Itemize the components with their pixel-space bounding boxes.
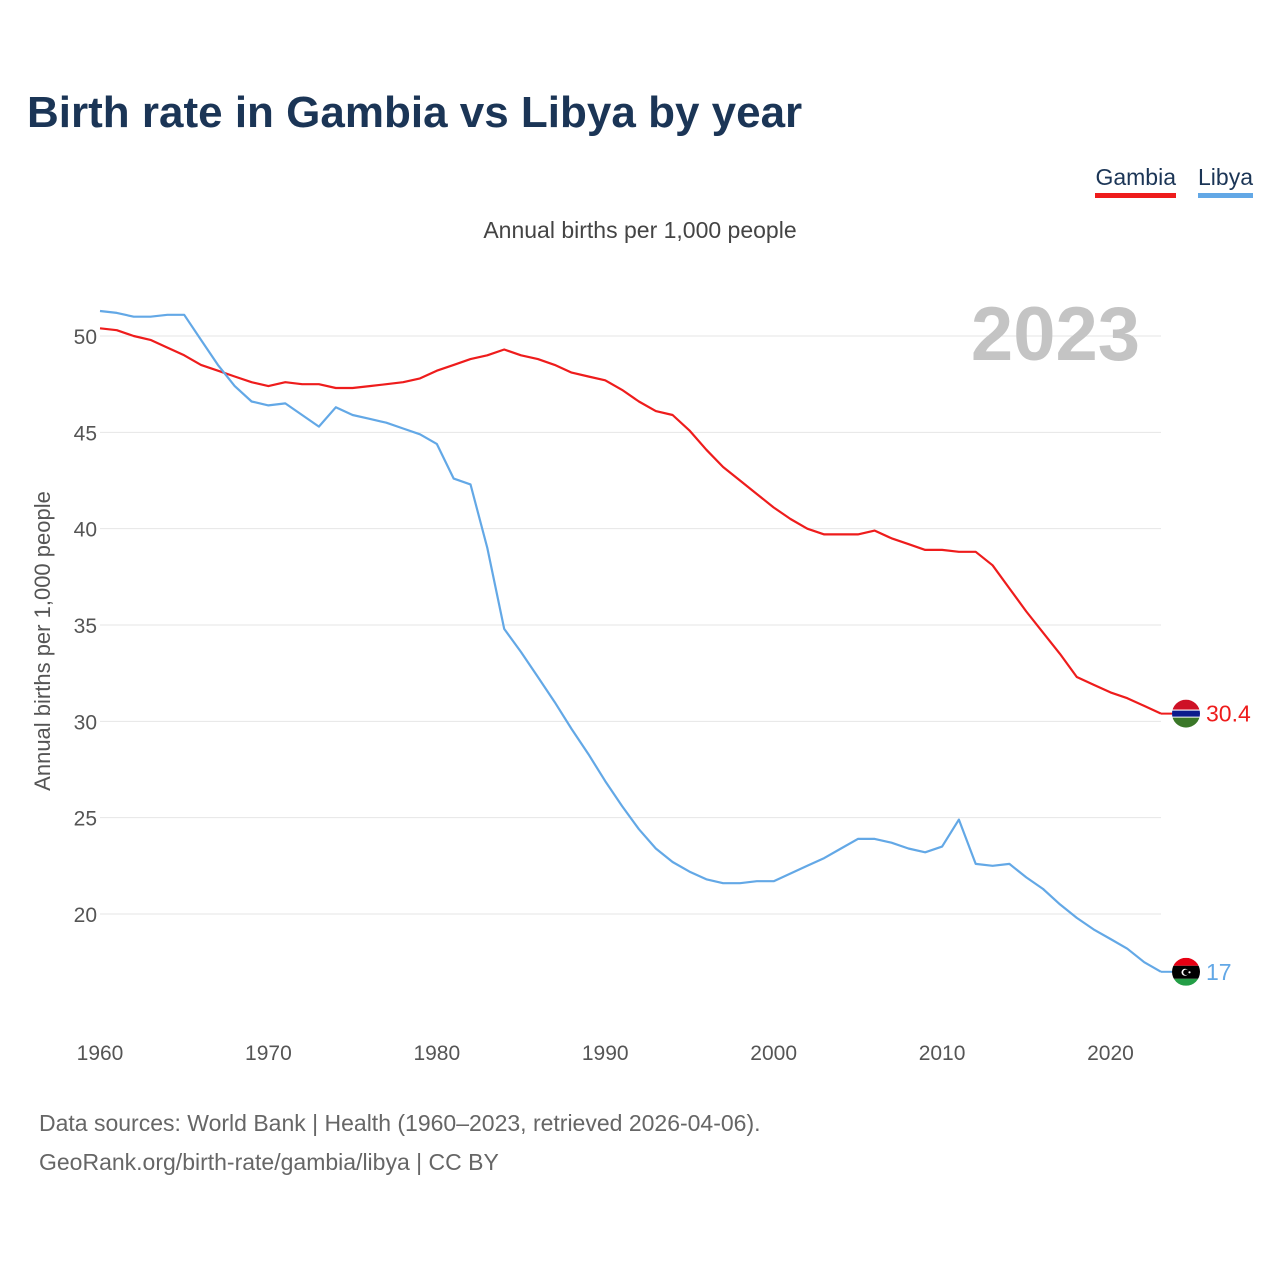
- gridlines: [100, 335, 1161, 915]
- legend-item-gambia[interactable]: Gambia: [1095, 164, 1177, 198]
- series-line-libya: [99, 309, 1162, 973]
- chart-subtitle: Annual births per 1,000 people: [483, 217, 797, 243]
- series-lines: [99, 309, 1162, 973]
- gambia-flag-icon: [1172, 699, 1200, 728]
- x-tick-2010: 2010: [919, 1042, 966, 1065]
- page-title: Birth rate in Gambia vs Libya by year: [27, 88, 803, 137]
- end-label-gambia: 30.4: [1206, 701, 1251, 727]
- line-chart: 20 25 30 35 40 45 50 1960 1970 1980 1990 2000 2010 2…: [30, 292, 1251, 1065]
- y-tick-30: 30: [74, 711, 97, 734]
- series-line-gambia: [99, 327, 1162, 715]
- x-tick-1970: 1970: [245, 1042, 292, 1065]
- legend: Gambia Libya: [1095, 164, 1253, 198]
- y-tick-20: 20: [74, 904, 97, 927]
- x-axis-ticks: 1960 1970 1980 1990 2000 2010 2020: [77, 1042, 1134, 1065]
- x-tick-2020: 2020: [1087, 1042, 1134, 1065]
- current-year-label: 2023: [971, 292, 1140, 377]
- y-tick-40: 40: [74, 519, 97, 542]
- footer: Data sources: World Bank | Health (1960–…: [39, 1104, 761, 1182]
- y-axis-ticks: 20 25 30 35 40 45 50: [74, 326, 97, 927]
- x-tick-2000: 2000: [750, 1042, 797, 1065]
- y-axis-title: Annual births per 1,000 people: [30, 491, 55, 791]
- libya-flag-icon: [1172, 957, 1200, 986]
- y-tick-25: 25: [74, 808, 97, 831]
- x-tick-1960: 1960: [77, 1042, 124, 1065]
- legend-item-libya[interactable]: Libya: [1198, 164, 1253, 198]
- source-url-text[interactable]: GeoRank.org/birth-rate/gambia/libya | CC…: [39, 1149, 499, 1175]
- y-tick-45: 45: [74, 422, 97, 445]
- x-tick-1990: 1990: [582, 1042, 629, 1065]
- end-markers: 30.4 17: [1161, 699, 1251, 986]
- x-tick-1980: 1980: [413, 1042, 460, 1065]
- data-source-text: Data sources: World Bank | Health (1960–…: [39, 1110, 761, 1136]
- y-tick-35: 35: [74, 615, 97, 638]
- y-tick-50: 50: [74, 326, 97, 349]
- end-label-libya: 17: [1206, 959, 1232, 985]
